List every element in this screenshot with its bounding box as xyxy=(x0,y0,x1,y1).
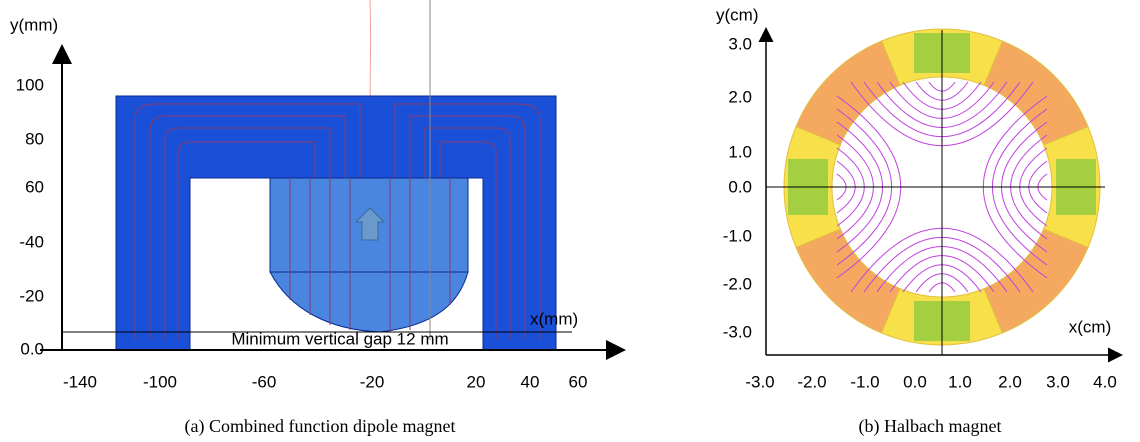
0: x(mm) xyxy=(530,309,578,328)
x-tick-labels: -3.0 xyxy=(745,372,774,391)
0: y(mm) xyxy=(10,15,58,34)
y-tick-labels: -2.0 xyxy=(723,274,752,293)
magnet-segment xyxy=(795,40,901,146)
x-tick-labels: 0.0 xyxy=(903,372,927,391)
y-tick-labels: 3.0 xyxy=(728,34,752,53)
panel-b xyxy=(758,27,1123,363)
1: y(cm) xyxy=(716,5,758,24)
x-tick-labels: -1.0 xyxy=(850,372,879,391)
y-tick-labels: 0.0 xyxy=(728,177,752,196)
x-tick-labels: 4.0 xyxy=(1093,372,1117,391)
pole xyxy=(269,177,469,333)
x-tick-labels: 40 xyxy=(521,372,540,391)
flux-lines xyxy=(134,103,541,340)
x-tick-labels: 1.0 xyxy=(948,372,972,391)
x-tick-labels: -60 xyxy=(252,372,277,391)
0: (a) Combined function dipole magnet xyxy=(185,416,456,437)
y-tick-labels: 0.0 xyxy=(20,339,44,358)
x-tick-labels: -20 xyxy=(360,372,385,391)
magnet-segment xyxy=(795,228,901,334)
magnet-segment xyxy=(983,40,1089,146)
x-tick-labels: 2.0 xyxy=(998,372,1022,391)
1: (b) Halbach magnet xyxy=(859,416,1002,437)
x-tick-labels: -100 xyxy=(143,372,177,391)
panel-a xyxy=(40,0,626,360)
y-tick-labels: -3.0 xyxy=(723,322,752,341)
y-tick-labels: 1.0 xyxy=(728,142,752,161)
x-tick-labels: -2.0 xyxy=(797,372,826,391)
y-tick-labels: 2.0 xyxy=(728,87,752,106)
y-tick-labels: -1.0 xyxy=(723,226,752,245)
x-tick-labels: 20 xyxy=(467,372,486,391)
magnet-segment xyxy=(983,228,1089,334)
magnetization-arrow xyxy=(354,207,386,241)
y-tick-labels: -40 xyxy=(19,232,44,251)
x-tick-labels: 60 xyxy=(569,372,588,391)
1: x(cm) xyxy=(1069,317,1111,336)
x-tick-labels: 3.0 xyxy=(1046,372,1070,391)
y-tick-labels: -20 xyxy=(19,286,44,305)
y-tick-labels: 60 xyxy=(25,177,44,196)
0: Minimum vertical gap 12 mm xyxy=(231,329,448,348)
x-tick-labels: -140 xyxy=(63,372,97,391)
y-tick-labels: 80 xyxy=(25,129,44,148)
y-tick-labels: 100 xyxy=(16,75,44,94)
